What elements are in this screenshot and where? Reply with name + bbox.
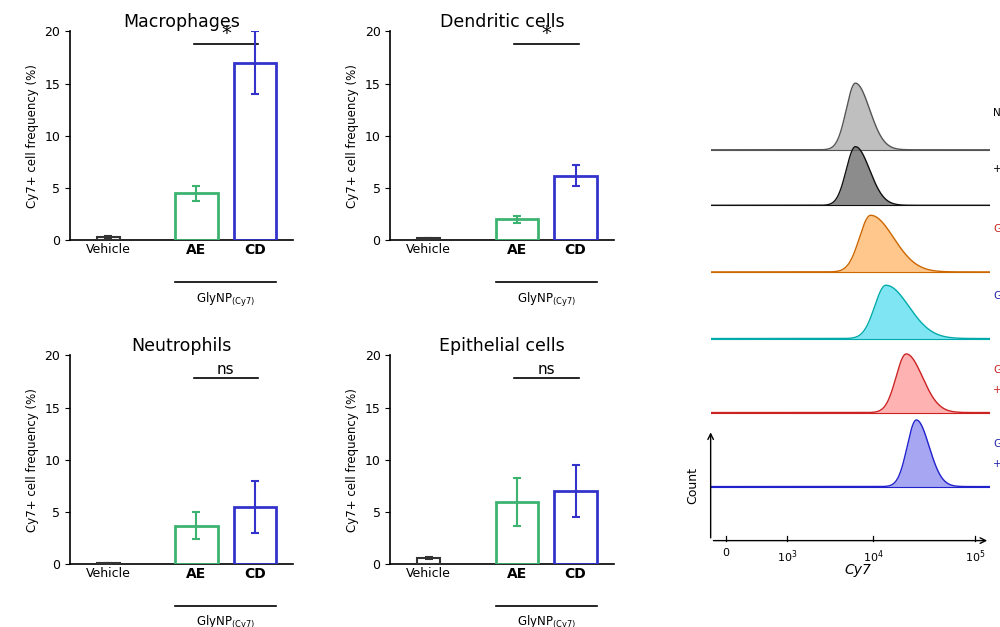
Bar [175, 193, 218, 240]
Bar [175, 525, 218, 564]
Text: GlyNP$^{CD}$$_{(Cy7)}$: GlyNP$^{CD}$$_{(Cy7)}$ [993, 288, 1000, 306]
Bar [234, 507, 276, 564]
Title: Macrophages: Macrophages [123, 13, 240, 31]
Text: GlyNP$^{CD}$$_{(Cy7)}$: GlyNP$^{CD}$$_{(Cy7)}$ [993, 436, 1000, 454]
Text: $10^{5}$: $10^{5}$ [965, 548, 985, 565]
Text: $10^{3}$: $10^{3}$ [777, 548, 797, 565]
Bar [554, 491, 597, 564]
Bar [417, 558, 440, 564]
Title: Epithelial cells: Epithelial cells [439, 337, 565, 355]
Bar [97, 563, 120, 564]
Text: GlyNP$_{\mathregular{(Cy7)}}$: GlyNP$_{\mathregular{(Cy7)}}$ [196, 290, 255, 308]
Bar [554, 176, 597, 240]
Bar [496, 502, 538, 564]
Text: Count: Count [686, 466, 699, 503]
Y-axis label: Cy7+ cell frequency (%): Cy7+ cell frequency (%) [26, 64, 39, 208]
Bar [417, 238, 440, 240]
Text: GlyNP$^{AE}$$_{(Cy7)}$: GlyNP$^{AE}$$_{(Cy7)}$ [993, 362, 1000, 380]
Y-axis label: Cy7+ cell frequency (%): Cy7+ cell frequency (%) [346, 64, 359, 208]
Title: Neutrophils: Neutrophils [132, 337, 232, 355]
Text: +LPS: +LPS [993, 164, 1000, 174]
Text: *: * [221, 24, 231, 43]
Text: *: * [541, 24, 551, 43]
Bar [234, 63, 276, 240]
Text: GlyNP$_{\mathregular{(Cy7)}}$: GlyNP$_{\mathregular{(Cy7)}}$ [517, 290, 576, 308]
Text: +LPS: +LPS [993, 385, 1000, 395]
Bar [97, 237, 120, 240]
Text: 0: 0 [722, 548, 729, 558]
Text: GlyNP$_{\mathregular{(Cy7)}}$: GlyNP$_{\mathregular{(Cy7)}}$ [517, 614, 576, 627]
Text: ns: ns [217, 362, 235, 377]
Text: Cy7: Cy7 [845, 563, 871, 577]
Bar [496, 219, 538, 240]
Text: ns: ns [537, 362, 555, 377]
Title: Dendritic cells: Dendritic cells [440, 13, 564, 31]
Text: No GlyNP: No GlyNP [993, 108, 1000, 118]
Text: GlyNP$_{\mathregular{(Cy7)}}$: GlyNP$_{\mathregular{(Cy7)}}$ [196, 614, 255, 627]
Text: $10^{4}$: $10^{4}$ [863, 548, 884, 565]
Y-axis label: Cy7+ cell frequency (%): Cy7+ cell frequency (%) [346, 388, 359, 532]
Text: +LPS: +LPS [993, 459, 1000, 469]
Text: GlyNP$^{AE}$$_{(Cy7)}$: GlyNP$^{AE}$$_{(Cy7)}$ [993, 222, 1000, 240]
Y-axis label: Cy7+ cell frequency (%): Cy7+ cell frequency (%) [26, 388, 39, 532]
